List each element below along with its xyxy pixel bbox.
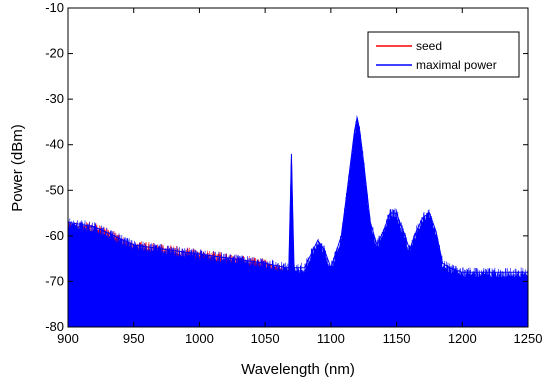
y-tick-label: -30 <box>45 91 64 106</box>
y-tick-label: -80 <box>45 319 64 334</box>
y-axis-label: Power (dBm) <box>9 124 26 212</box>
x-tick-label: 1200 <box>448 331 477 346</box>
legend-label-seed: seed <box>416 39 442 53</box>
x-tick-label: 1050 <box>251 331 280 346</box>
series-envelope <box>67 117 528 273</box>
y-tick-label: -60 <box>45 228 64 243</box>
legend: seed maximal power <box>367 31 520 78</box>
series-maximal-power <box>67 115 529 327</box>
y-tick-label: -70 <box>45 273 64 288</box>
x-tick-label: 950 <box>123 331 145 346</box>
legend-box <box>367 31 520 78</box>
x-tick-label: 1150 <box>383 331 411 346</box>
y-tick-label: -40 <box>45 137 64 152</box>
plot-frame <box>67 7 529 328</box>
x-tick-label: 900 <box>57 331 79 346</box>
y-tick-label: -20 <box>45 46 64 61</box>
series-layer <box>67 115 529 327</box>
x-tick-label: 1000 <box>185 331 214 346</box>
y-tick-label: -50 <box>45 182 64 197</box>
legend-label-maximal-power: maximal power <box>416 58 497 72</box>
x-axis-label: Wavelength (nm) <box>241 361 355 378</box>
ticks-layer: 900 950 1000 1050 1100 1150 1200 1250 -10 -20 -30 -… <box>45 0 542 346</box>
y-tick-label: -10 <box>45 0 64 15</box>
x-tick-label: 1100 <box>317 331 345 346</box>
x-tick-label: 1250 <box>514 331 543 346</box>
